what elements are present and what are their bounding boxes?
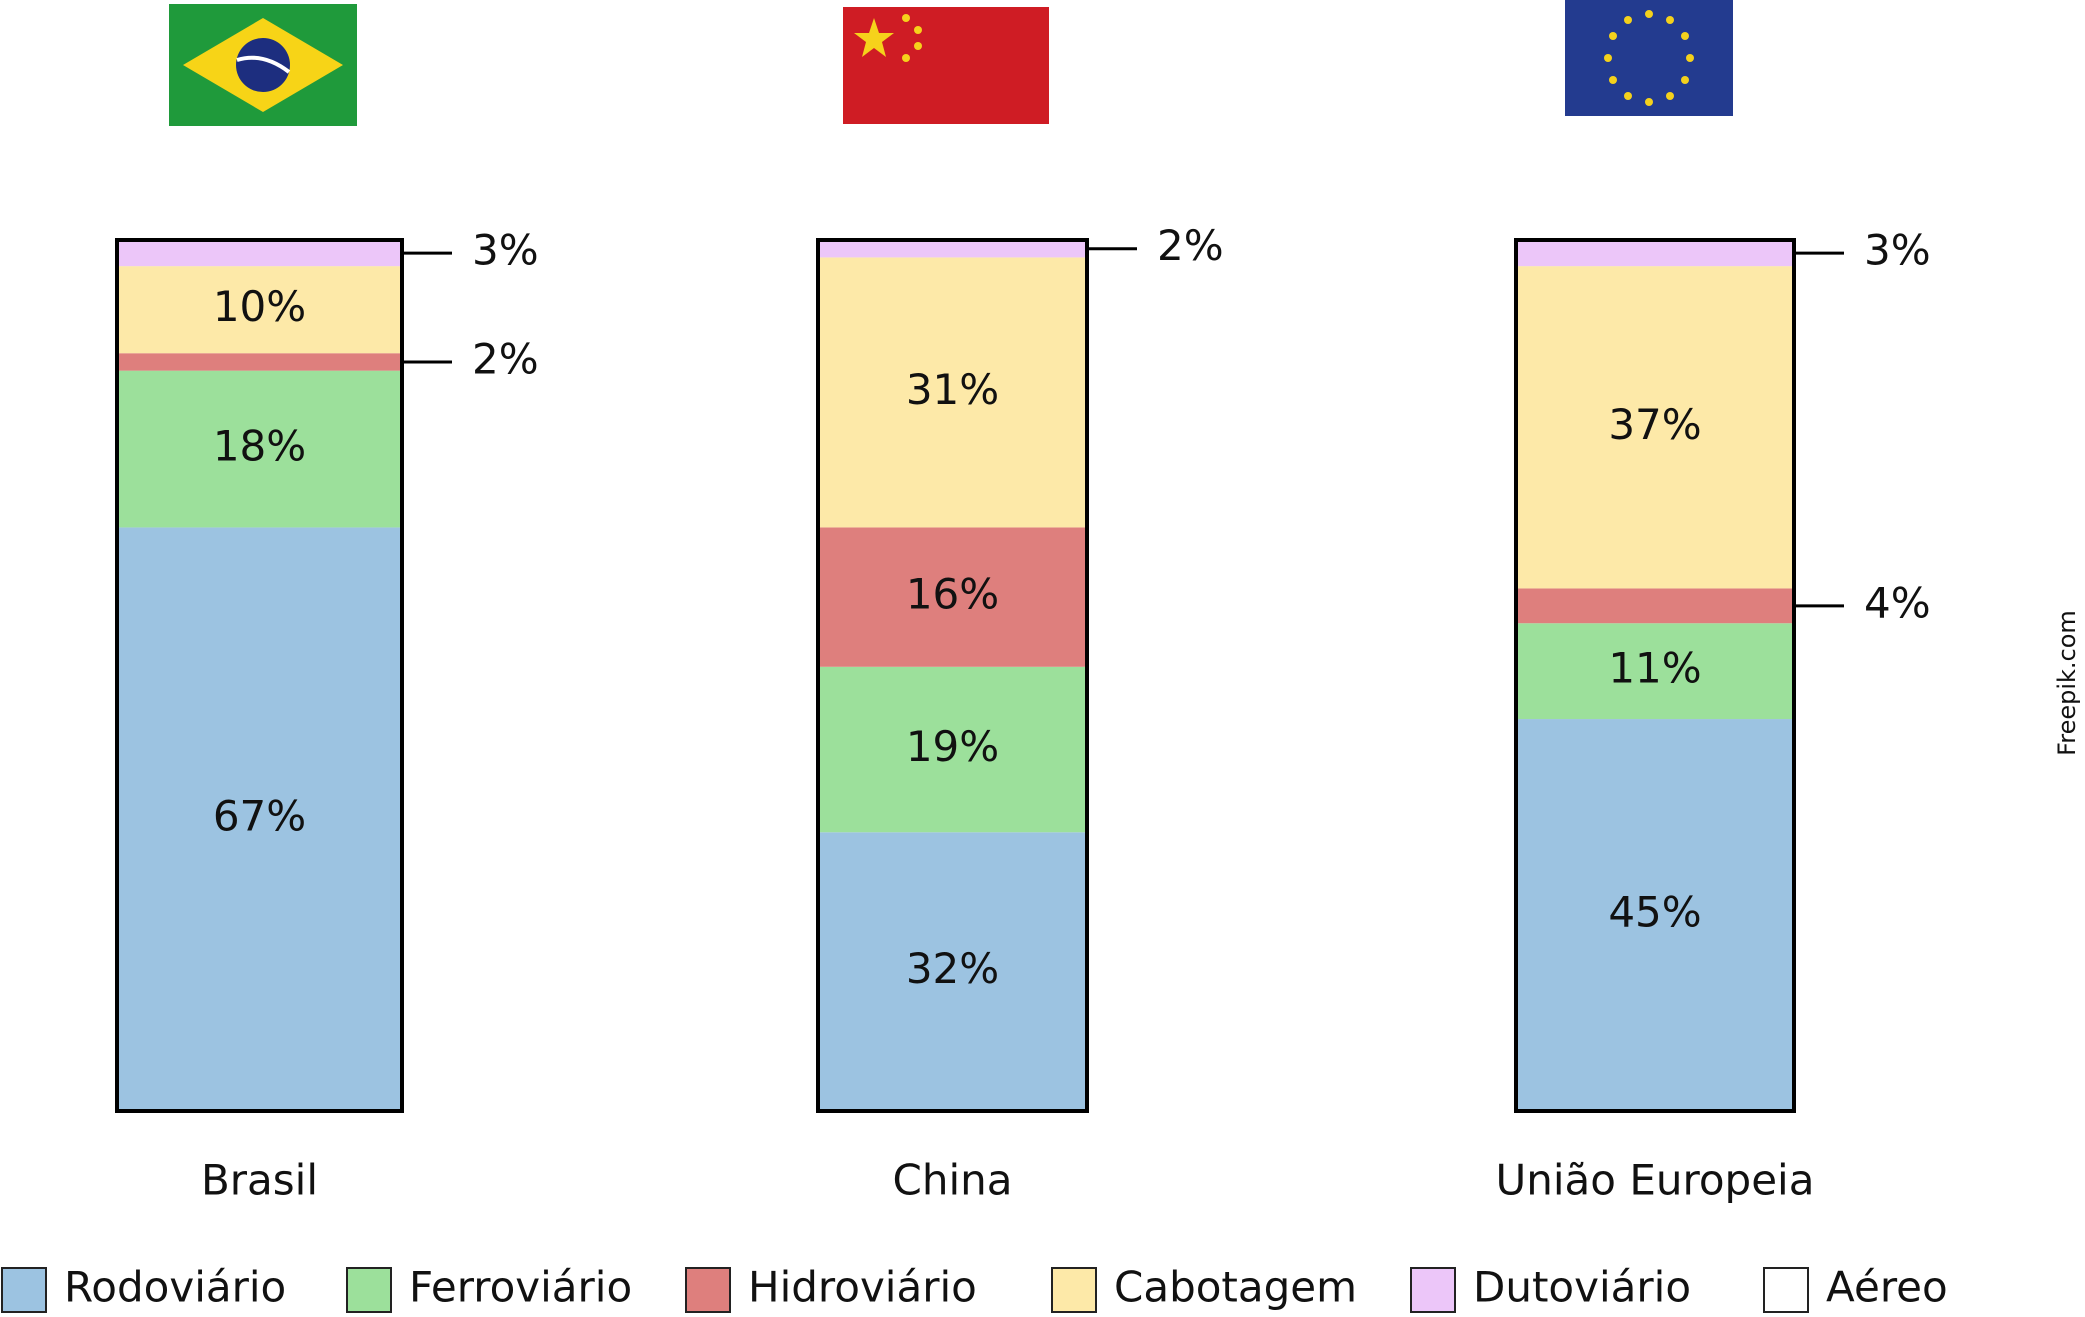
legend-label: Dutoviário: [1473, 1263, 1691, 1312]
value-label: 2%: [472, 334, 539, 383]
bar-segment: [117, 527, 402, 1111]
value-label: 32%: [906, 944, 999, 993]
legend-label: Hidroviário: [748, 1263, 977, 1312]
legend-swatch: [1763, 1267, 1809, 1313]
value-label: 18%: [213, 422, 306, 471]
bar-segment: [1516, 719, 1794, 1111]
bar-segment: [818, 832, 1087, 1111]
category-label: União Europeia: [1496, 1156, 1815, 1205]
legend-swatch: [685, 1267, 731, 1313]
value-label: 19%: [906, 722, 999, 771]
bar-segment: [1516, 623, 1794, 720]
flag-china: [843, 7, 1049, 124]
category-label: China: [893, 1156, 1013, 1205]
value-label: 2%: [1157, 221, 1224, 270]
bar-outline: [1514, 238, 1796, 1113]
value-label: 10%: [213, 282, 306, 331]
bar-segment: [117, 353, 402, 371]
value-label: 45%: [1608, 888, 1701, 937]
value-label: 3%: [1864, 226, 1931, 275]
bar-segment: [1516, 588, 1794, 624]
legend-label: Ferroviário: [409, 1263, 632, 1312]
legend-swatch: [1410, 1267, 1456, 1313]
legend-label: Cabotagem: [1114, 1263, 1357, 1312]
bar-segment: [818, 666, 1087, 833]
category-label: Brasil: [201, 1156, 318, 1205]
value-label: 16%: [906, 570, 999, 619]
bar-segment: [818, 257, 1087, 528]
value-label: 31%: [906, 365, 999, 414]
value-label: 4%: [1864, 578, 1931, 627]
legend-label: Rodoviário: [64, 1263, 286, 1312]
value-label: 37%: [1608, 400, 1701, 449]
flag-brazil: [169, 4, 357, 126]
legend-swatch: [1, 1267, 47, 1313]
bar-outline: [816, 238, 1089, 1113]
flag-eu: [1565, 0, 1733, 116]
bar-outline: [115, 238, 404, 1113]
legend-swatch: [346, 1267, 392, 1313]
value-label: 11%: [1608, 644, 1701, 693]
legend-swatch: [1051, 1267, 1097, 1313]
watermark: Freepik.com: [2053, 610, 2081, 756]
value-label: 3%: [472, 226, 539, 275]
bar-segment: [1516, 266, 1794, 589]
bar-segment: [818, 240, 1087, 258]
bar-segment: [117, 240, 402, 267]
legend-label: Aéreo: [1826, 1263, 1948, 1312]
bar-segment: [818, 527, 1087, 667]
value-label: 67%: [213, 792, 306, 841]
bar-segment: [117, 266, 402, 354]
bar-segment: [1516, 240, 1794, 267]
bar-segment: [117, 370, 402, 528]
